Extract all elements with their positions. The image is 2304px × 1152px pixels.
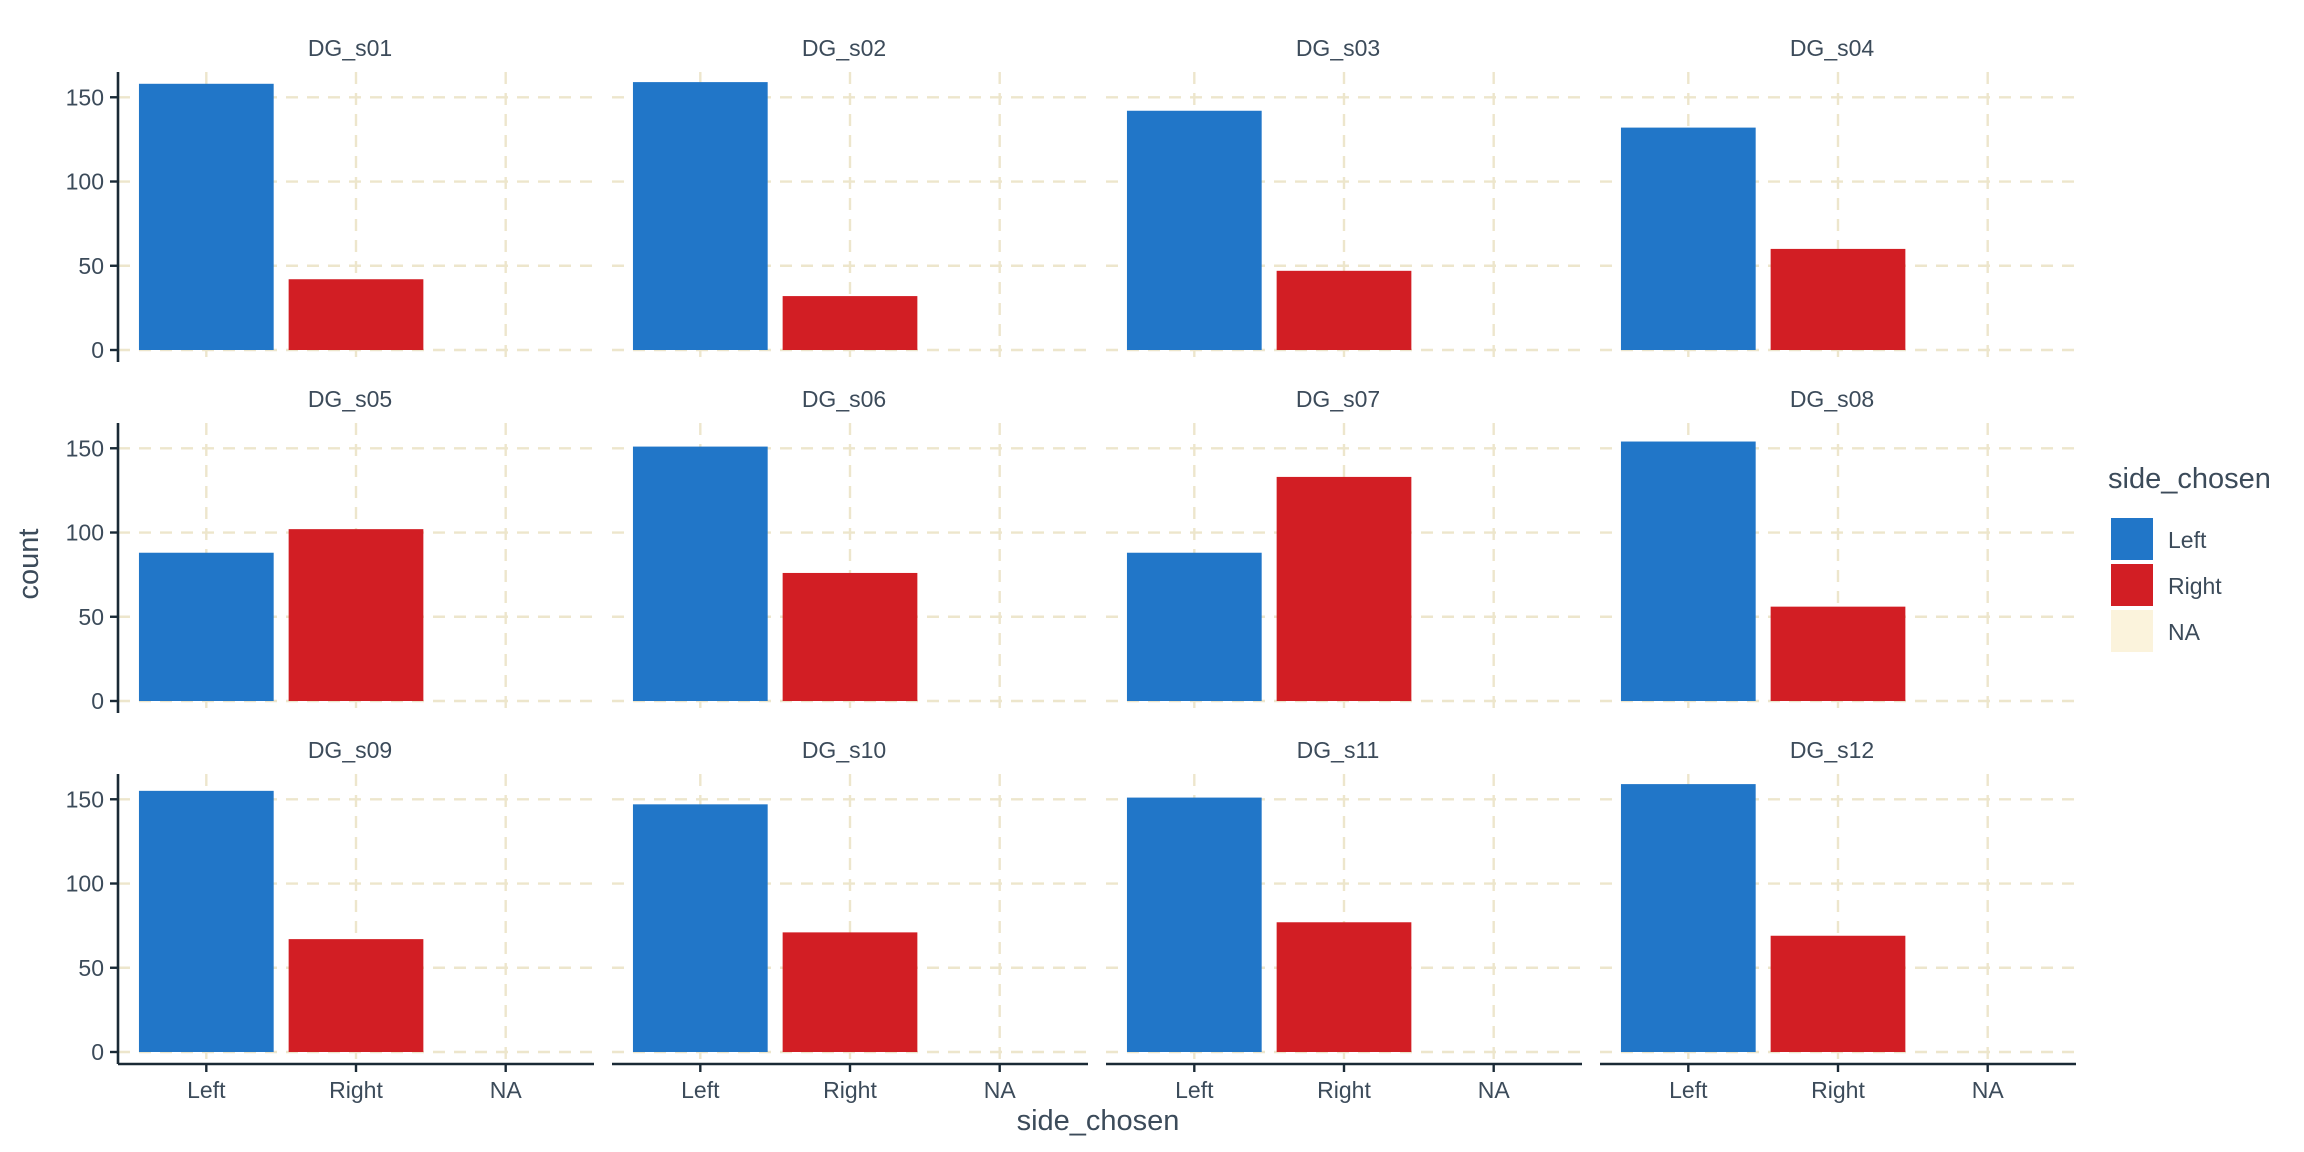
legend: side_chosen Left Right NA <box>2108 463 2271 652</box>
x-tick-label: Right <box>1317 1077 1371 1103</box>
x-tick-label: NA <box>1478 1077 1511 1103</box>
bar-left <box>632 804 768 1052</box>
facet-strip-label: DG_s10 <box>802 737 886 763</box>
facet-strip-label: DG_s03 <box>1296 35 1380 61</box>
bar-right <box>1276 476 1412 701</box>
facet-panel: DG_s09 0 50 100 150 Left Right NA <box>66 737 594 1103</box>
facet-panel: DG_s03 <box>1106 35 1582 362</box>
y-tick-label: 150 <box>66 786 104 812</box>
x-tick-label: Left <box>1175 1077 1214 1103</box>
facet-strip-label: DG_s05 <box>308 386 392 412</box>
bar-right <box>288 939 424 1052</box>
bar-right <box>1770 606 1906 701</box>
x-tick-label: NA <box>984 1077 1017 1103</box>
y-tick-label: 100 <box>66 520 104 546</box>
bar-left <box>138 790 274 1052</box>
bar-left <box>1620 784 1756 1052</box>
y-tick-label: 0 <box>91 1039 104 1065</box>
facet-panel: DG_s12 Left Right NA <box>1600 737 2076 1103</box>
y-tick-label: 50 <box>78 253 104 279</box>
x-tick-label: NA <box>1972 1077 2005 1103</box>
y-tick-label: 150 <box>66 84 104 110</box>
facet-panels: DG_s01 0 50 100 150 DG_s02 DG_s03 DG_s04 DG_s05 0… <box>66 35 2076 1103</box>
y-tick-label: 50 <box>78 955 104 981</box>
facet-panel: DG_s07 <box>1106 386 1582 713</box>
y-tick-label: 50 <box>78 604 104 630</box>
bar-right <box>1276 922 1412 1052</box>
facet-strip-label: DG_s08 <box>1790 386 1874 412</box>
bar-right <box>782 932 918 1052</box>
facet-panel: DG_s10 Left Right NA <box>612 737 1088 1103</box>
x-axis-title: side_chosen <box>1017 1105 1180 1137</box>
x-tick-label: Left <box>187 1077 226 1103</box>
y-tick-label: 150 <box>66 435 104 461</box>
x-tick-label: Right <box>823 1077 877 1103</box>
x-tick-label: Right <box>1811 1077 1865 1103</box>
facet-strip-label: DG_s12 <box>1790 737 1874 763</box>
bar-left <box>1126 797 1262 1052</box>
y-tick-label: 0 <box>91 688 104 714</box>
bar-right <box>1276 270 1412 350</box>
facet-panel: DG_s08 <box>1600 386 2076 713</box>
legend-title: side_chosen <box>2108 463 2271 495</box>
facet-panel: DG_s11 Left Right NA <box>1106 737 1582 1103</box>
facet-panel: DG_s02 <box>612 35 1088 362</box>
facet-strip-label: DG_s07 <box>1296 386 1380 412</box>
y-axis-title: count <box>13 529 45 600</box>
facet-strip-label: DG_s02 <box>802 35 886 61</box>
legend-key-na <box>2111 610 2153 652</box>
bar-left <box>632 82 768 350</box>
x-tick-label: NA <box>490 1077 523 1103</box>
legend-key-right <box>2111 564 2153 606</box>
bar-right <box>782 296 918 350</box>
bar-left <box>138 552 274 701</box>
facet-strip-label: DG_s04 <box>1790 35 1875 61</box>
facet-panel: DG_s06 <box>612 386 1088 713</box>
bar-right <box>1770 248 1906 350</box>
facet-panel: DG_s04 <box>1600 35 2076 362</box>
y-tick-label: 0 <box>91 337 104 363</box>
bar-left <box>138 83 274 350</box>
x-tick-label: Left <box>1669 1077 1708 1103</box>
legend-label: Right <box>2168 573 2222 599</box>
facet-strip-label: DG_s01 <box>308 35 392 61</box>
facet-strip-label: DG_s09 <box>308 737 392 763</box>
facet-panel: DG_s05 0 50 100 150 <box>66 386 594 714</box>
bar-left <box>1126 552 1262 701</box>
legend-key-left <box>2111 518 2153 560</box>
x-tick-label: Right <box>329 1077 383 1103</box>
bar-left <box>1126 110 1262 350</box>
bar-left <box>1620 127 1756 350</box>
facet-panel: DG_s01 0 50 100 150 <box>66 35 594 363</box>
bar-right <box>1770 935 1906 1052</box>
bar-right <box>288 279 424 350</box>
facet-strip-label: DG_s06 <box>802 386 886 412</box>
x-tick-label: Left <box>681 1077 720 1103</box>
bar-right <box>288 529 424 701</box>
bar-left <box>632 446 768 701</box>
bar-left <box>1620 441 1756 701</box>
bar-right <box>782 572 918 701</box>
facet-strip-label: DG_s11 <box>1297 737 1380 763</box>
y-tick-label: 100 <box>66 871 104 897</box>
y-tick-label: 100 <box>66 169 104 195</box>
legend-label: NA <box>2168 619 2201 645</box>
legend-label: Left <box>2168 527 2207 553</box>
